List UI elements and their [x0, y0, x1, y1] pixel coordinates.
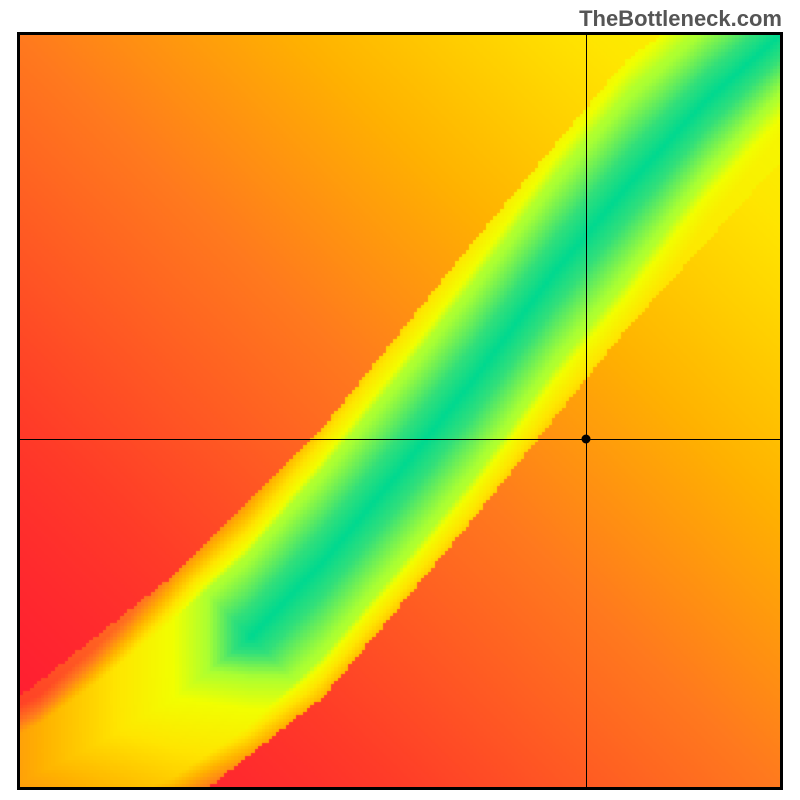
watermark: TheBottleneck.com [579, 6, 782, 32]
crosshair-horizontal [20, 439, 780, 440]
heatmap-canvas [20, 35, 780, 787]
chart-container: TheBottleneck.com [0, 0, 800, 800]
crosshair-marker [582, 434, 591, 443]
heatmap-plot [17, 32, 783, 790]
crosshair-vertical [586, 35, 587, 787]
